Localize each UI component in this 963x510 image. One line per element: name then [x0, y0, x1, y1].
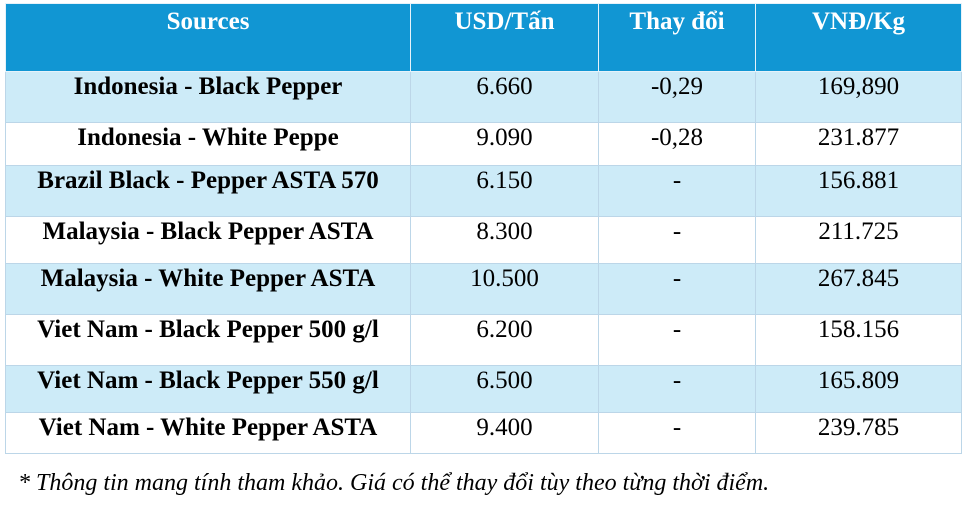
cell-change: -	[598, 412, 756, 454]
cell-vnd-per-kg: 239.785	[755, 412, 962, 454]
pepper-price-table-container: Sources USD/Tấn Thay đổi VNĐ/Kg Indonesi…	[5, 3, 962, 454]
cell-change: -0,29	[598, 71, 756, 123]
cell-usd-per-ton: 10.500	[410, 263, 599, 315]
cell-change: -0,28	[598, 122, 756, 166]
table-row: Indonesia - Black Pepper 6.660 -0,29 169…	[5, 71, 962, 123]
header-usd-per-ton: USD/Tấn	[410, 3, 599, 72]
cell-source: Malaysia - White Pepper ASTA	[5, 263, 411, 315]
cell-vnd-per-kg: 158.156	[755, 314, 962, 366]
cell-vnd-per-kg: 231.877	[755, 122, 962, 166]
cell-usd-per-ton: 9.400	[410, 412, 599, 454]
cell-usd-per-ton: 9.090	[410, 122, 599, 166]
cell-usd-per-ton: 8.300	[410, 216, 599, 264]
table-row: Malaysia - White Pepper ASTA 10.500 - 26…	[5, 263, 962, 315]
cell-usd-per-ton: 6.200	[410, 314, 599, 366]
cell-vnd-per-kg: 165.809	[755, 365, 962, 413]
table-row: Malaysia - Black Pepper ASTA 8.300 - 211…	[5, 216, 962, 264]
table-row: Viet Nam - Black Pepper 550 g/l 6.500 - …	[5, 365, 962, 413]
cell-change: -	[598, 216, 756, 264]
cell-change: -	[598, 314, 756, 366]
cell-vnd-per-kg: 267.845	[755, 263, 962, 315]
cell-source: Brazil Black - Pepper ASTA 570	[5, 165, 411, 217]
cell-change: -	[598, 165, 756, 217]
cell-source: Indonesia - Black Pepper	[5, 71, 411, 123]
cell-source: Malaysia - Black Pepper ASTA	[5, 216, 411, 264]
table-row: Indonesia - White Peppe 9.090 -0,28 231.…	[5, 122, 962, 166]
cell-usd-per-ton: 6.150	[410, 165, 599, 217]
table-row: Brazil Black - Pepper ASTA 570 6.150 - 1…	[5, 165, 962, 217]
cell-source: Indonesia - White Peppe	[5, 122, 411, 166]
cell-vnd-per-kg: 211.725	[755, 216, 962, 264]
header-vnd-per-kg: VNĐ/Kg	[755, 3, 962, 72]
cell-source: Viet Nam - Black Pepper 550 g/l	[5, 365, 411, 413]
cell-source: Viet Nam - Black Pepper 500 g/l	[5, 314, 411, 366]
header-change: Thay đổi	[598, 3, 756, 72]
table-row: Viet Nam - Black Pepper 500 g/l 6.200 - …	[5, 314, 962, 366]
cell-source: Viet Nam - White Pepper ASTA	[5, 412, 411, 454]
cell-change: -	[598, 263, 756, 315]
pepper-price-table: Sources USD/Tấn Thay đổi VNĐ/Kg Indonesi…	[5, 3, 962, 454]
header-sources: Sources	[5, 3, 411, 72]
cell-usd-per-ton: 6.500	[410, 365, 599, 413]
cell-vnd-per-kg: 169,890	[755, 71, 962, 123]
cell-vnd-per-kg: 156.881	[755, 165, 962, 217]
footnote: * Thông tin mang tính tham khảo. Giá có …	[18, 470, 770, 496]
table-row: Viet Nam - White Pepper ASTA 9.400 - 239…	[5, 412, 962, 454]
cell-change: -	[598, 365, 756, 413]
cell-usd-per-ton: 6.660	[410, 71, 599, 123]
table-header-row: Sources USD/Tấn Thay đổi VNĐ/Kg	[5, 3, 962, 72]
